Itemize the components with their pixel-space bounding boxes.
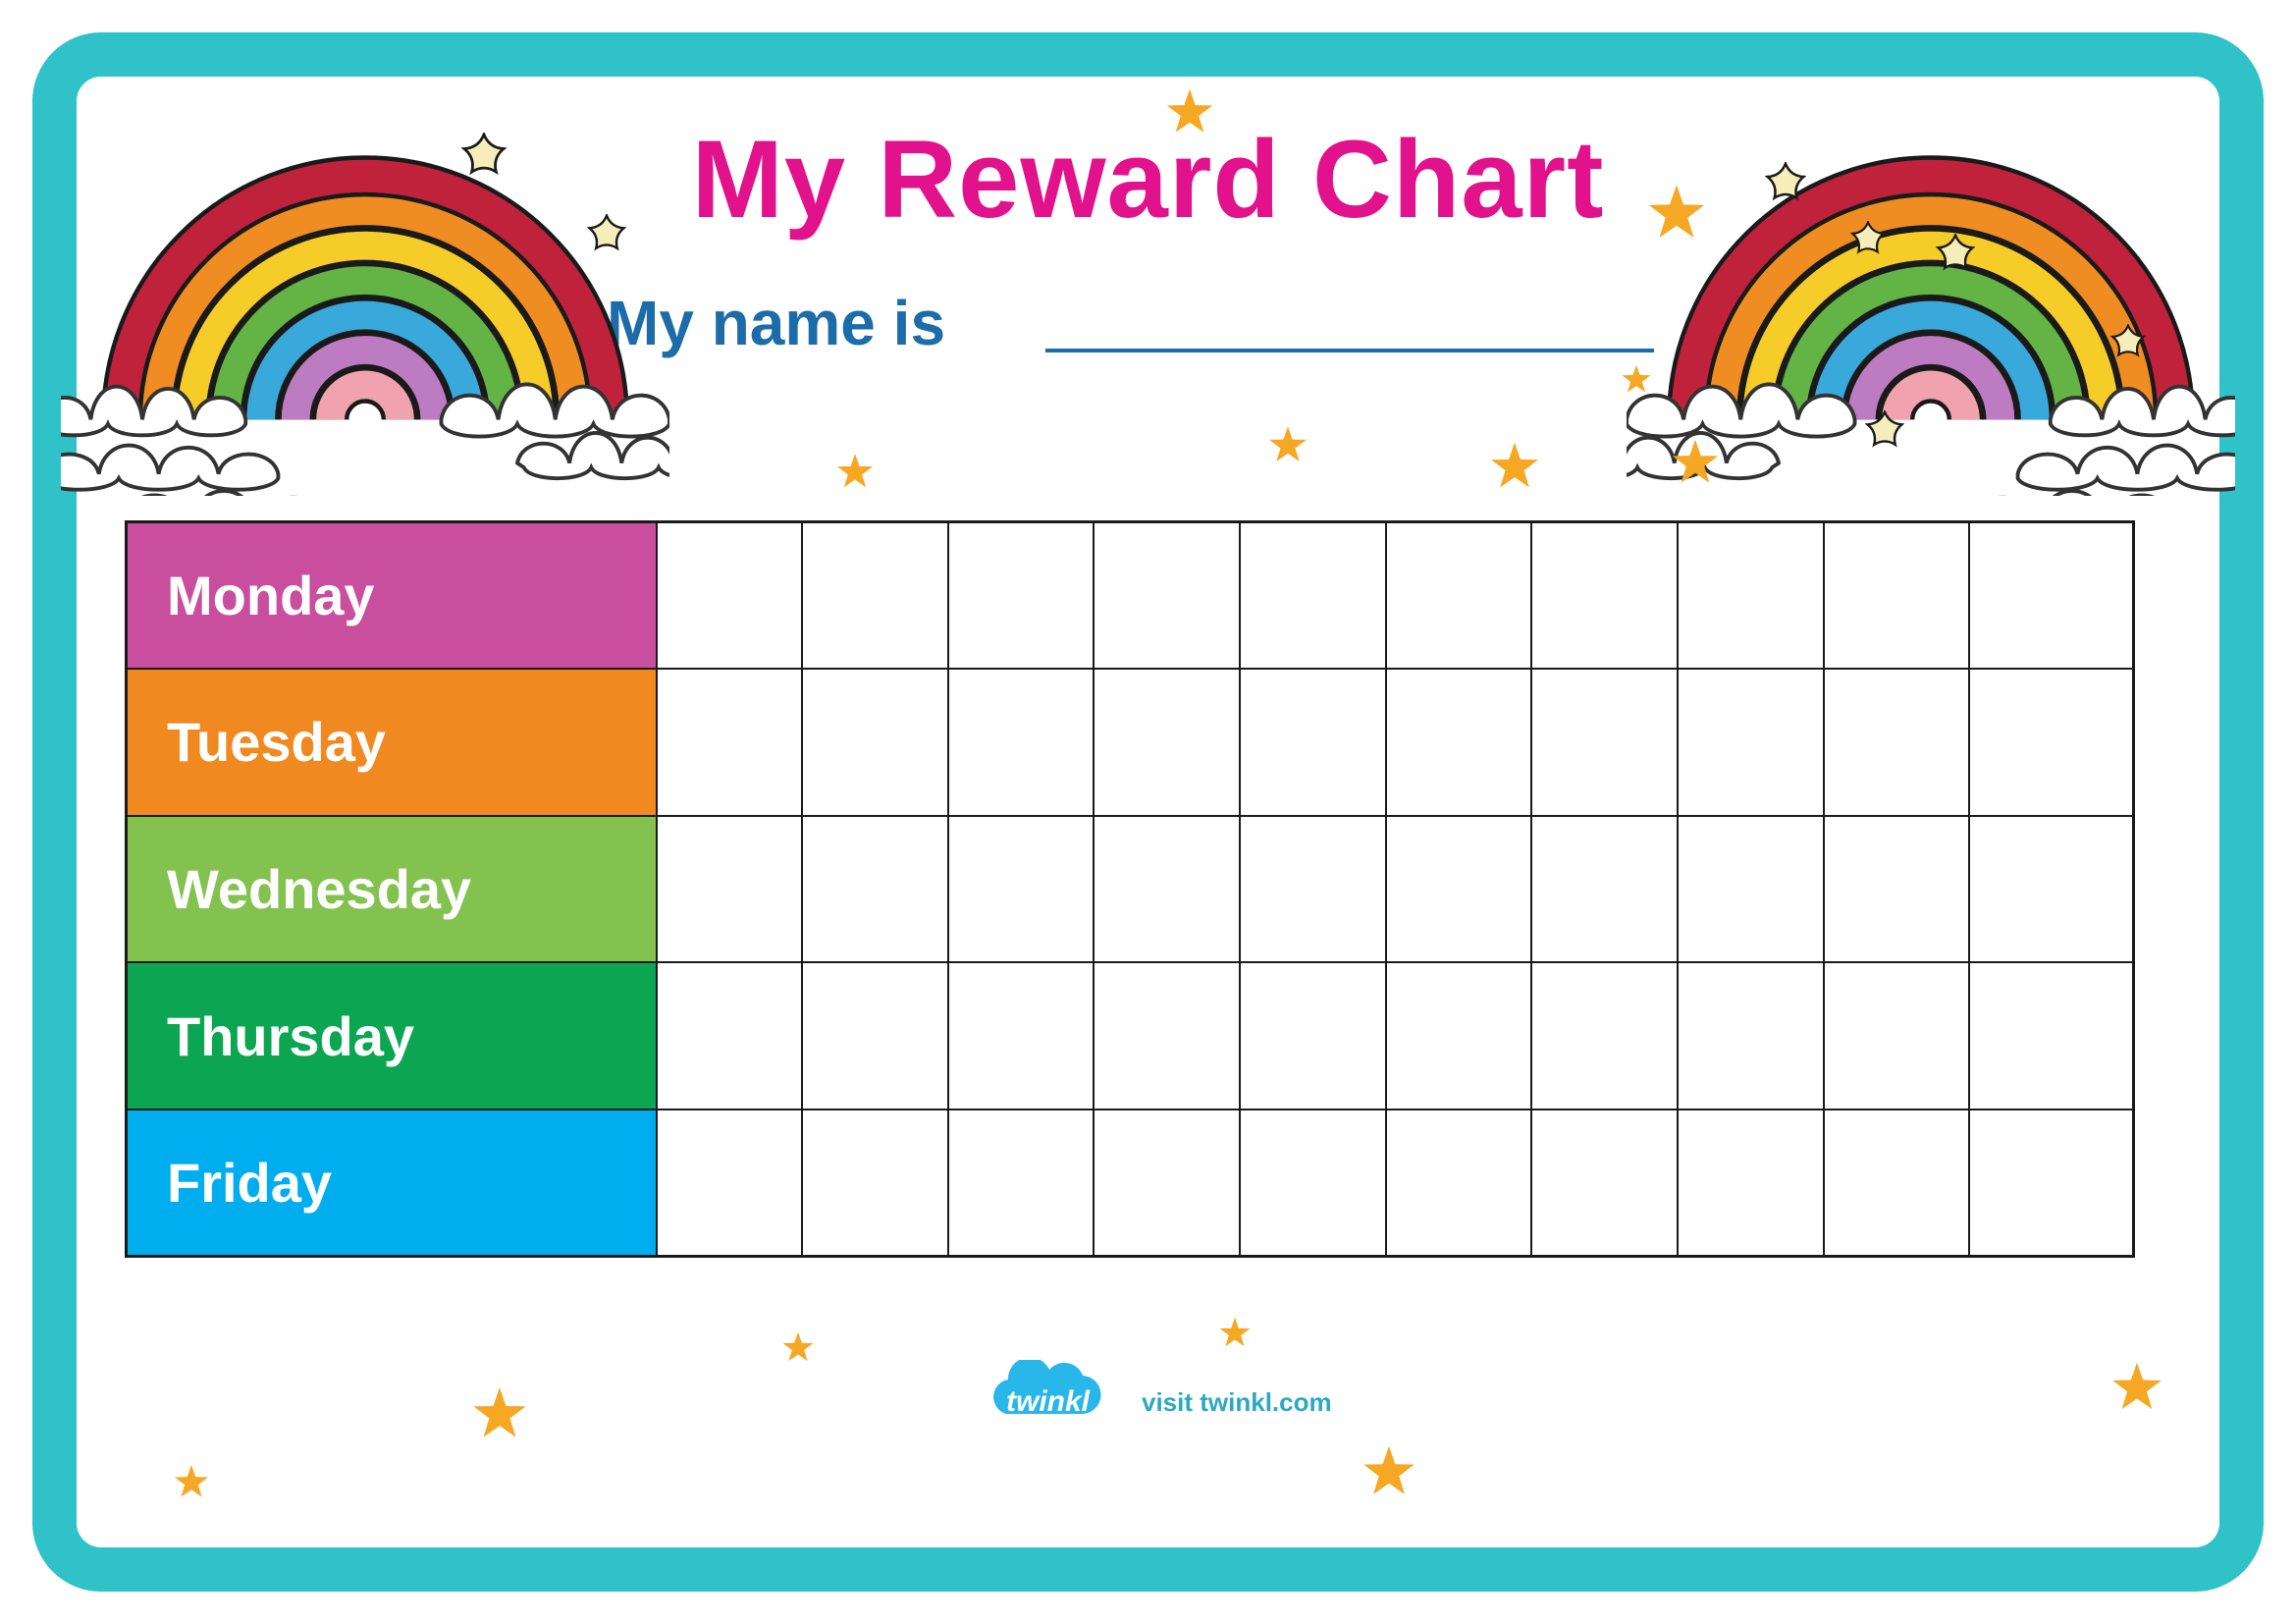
svg-text:twinkl: twinkl <box>1006 1385 1091 1418</box>
